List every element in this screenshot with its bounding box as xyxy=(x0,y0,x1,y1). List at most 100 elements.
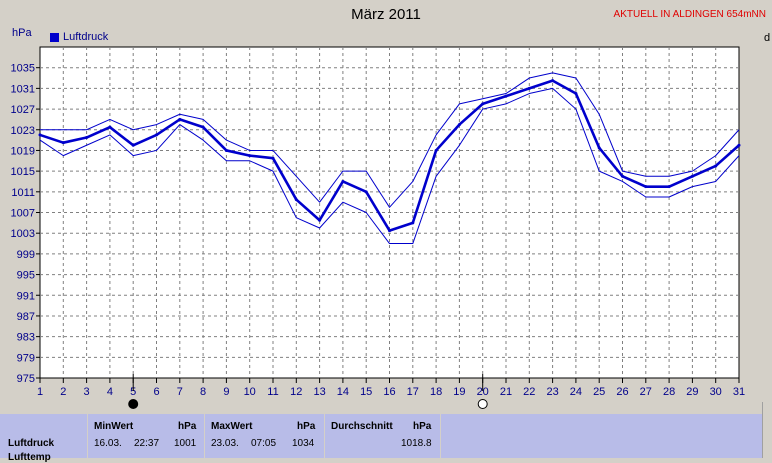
min-header: MinWert xyxy=(94,421,134,432)
data-point xyxy=(61,141,65,145)
data-point xyxy=(155,133,158,137)
y-tick-label: 987 xyxy=(17,311,35,323)
series-line-min xyxy=(39,87,740,245)
stats-table: Luftdruck Lufttemp MinWert hPa 16.03. 22… xyxy=(0,414,772,463)
data-point xyxy=(481,102,485,106)
y-tick-label: 975 xyxy=(17,373,35,385)
max-value: 1034 xyxy=(292,438,315,449)
x-tick-label: 10 xyxy=(244,386,256,398)
x-tick-label: 26 xyxy=(616,386,628,398)
stats-min-cell: MinWert hPa 16.03. 22:37 1001 xyxy=(88,414,205,458)
data-point xyxy=(737,143,741,147)
x-tick-label: 16 xyxy=(383,386,395,398)
x-tick-label: 15 xyxy=(360,386,372,398)
avg-value: 1018.8 xyxy=(401,438,432,449)
data-point xyxy=(644,185,648,189)
x-tick-label: 3 xyxy=(84,386,90,398)
chart-title: März 2011 xyxy=(351,6,421,23)
data-point xyxy=(504,94,508,98)
x-tick-label: 13 xyxy=(313,386,325,398)
legend-swatch xyxy=(50,32,59,42)
x-tick-label: 23 xyxy=(546,386,558,398)
x-tick-label: 11 xyxy=(267,386,278,398)
avg-unit: hPa xyxy=(413,421,432,432)
data-point xyxy=(690,174,694,178)
data-point xyxy=(178,117,182,121)
data-point xyxy=(597,146,601,150)
x-tick-label: 2 xyxy=(60,386,66,398)
x-tick-label: 17 xyxy=(407,386,419,398)
data-point xyxy=(108,125,112,129)
max-date: 23.03. xyxy=(211,438,239,449)
x-tick-label: 30 xyxy=(710,386,722,398)
x-tick-label: 5 xyxy=(130,386,136,398)
max-time: 07:05 xyxy=(251,438,277,449)
x-tick-label: 18 xyxy=(430,386,442,398)
clipped-label: d xyxy=(764,32,771,44)
pressure-chart: 9759799839879919959991003100710111015101… xyxy=(11,46,745,409)
y-tick-label: 983 xyxy=(17,332,35,344)
x-tick-label: 20 xyxy=(477,386,489,398)
min-value: 1001 xyxy=(174,438,197,449)
data-point xyxy=(621,174,624,178)
avg-header: Durchschnitt xyxy=(331,421,393,432)
x-tick-label: 29 xyxy=(686,386,698,398)
data-point xyxy=(388,229,391,233)
x-tick-label: 6 xyxy=(153,386,159,398)
data-point xyxy=(714,164,718,168)
x-tick-label: 4 xyxy=(107,386,113,398)
data-point xyxy=(85,136,89,140)
x-tick-label: 28 xyxy=(663,386,675,398)
data-point xyxy=(224,148,228,152)
data-point xyxy=(457,123,461,127)
y-axis-unit: hPa xyxy=(12,27,32,39)
y-tick-label: 979 xyxy=(17,352,35,364)
full-moon-icon xyxy=(477,399,488,409)
y-tick-label: 995 xyxy=(17,270,35,282)
data-point xyxy=(271,156,275,160)
data-point xyxy=(248,154,252,158)
x-tick-label: 1 xyxy=(37,386,43,398)
x-tick-label: 7 xyxy=(177,386,183,398)
data-point xyxy=(38,133,42,137)
x-tick-label: 22 xyxy=(523,386,535,398)
x-tick-label: 24 xyxy=(570,386,582,398)
y-tick-label: 1023 xyxy=(11,125,35,137)
y-tick-label: 1027 xyxy=(11,104,35,116)
vertical-scrollbar[interactable] xyxy=(762,402,772,458)
legend: Luftdruck xyxy=(50,31,108,43)
y-tick-label: 1031 xyxy=(11,83,35,95)
min-date: 16.03. xyxy=(94,438,122,449)
max-header: MaxWert xyxy=(211,421,253,432)
series-line-max xyxy=(40,72,740,208)
x-tick-label: 25 xyxy=(593,386,605,398)
data-point xyxy=(364,190,368,194)
x-tick-label: 31 xyxy=(733,386,745,398)
y-tick-label: 999 xyxy=(17,249,35,261)
max-unit: hPa xyxy=(297,421,316,432)
x-tick-label: 14 xyxy=(337,386,349,398)
data-point xyxy=(341,179,345,183)
min-time: 22:37 xyxy=(134,438,160,449)
x-tick-label: 19 xyxy=(453,386,465,398)
new-moon-icon xyxy=(128,399,139,409)
legend-label: Luftdruck xyxy=(63,31,109,43)
stats-avg-cell: Durchschnitt hPa 1018.8 xyxy=(325,414,441,458)
stats-label-cell: Luftdruck Lufttemp xyxy=(0,414,88,463)
x-tick-label: 9 xyxy=(223,386,229,398)
y-tick-label: 1007 xyxy=(11,208,35,220)
x-tick-label: 8 xyxy=(200,386,206,398)
data-point xyxy=(551,79,555,83)
data-point xyxy=(527,86,531,90)
y-tick-label: 1035 xyxy=(11,63,35,75)
x-tick-label: 27 xyxy=(640,386,652,398)
y-tick-label: 1003 xyxy=(11,228,35,240)
data-point xyxy=(411,221,415,225)
stats-row-label: Luftdruck xyxy=(8,438,55,449)
y-tick-label: 1015 xyxy=(11,166,35,178)
data-point xyxy=(294,198,298,202)
y-tick-label: 991 xyxy=(17,290,35,302)
data-point xyxy=(201,125,205,129)
y-tick-label: 1019 xyxy=(11,145,35,157)
min-unit: hPa xyxy=(178,421,197,432)
